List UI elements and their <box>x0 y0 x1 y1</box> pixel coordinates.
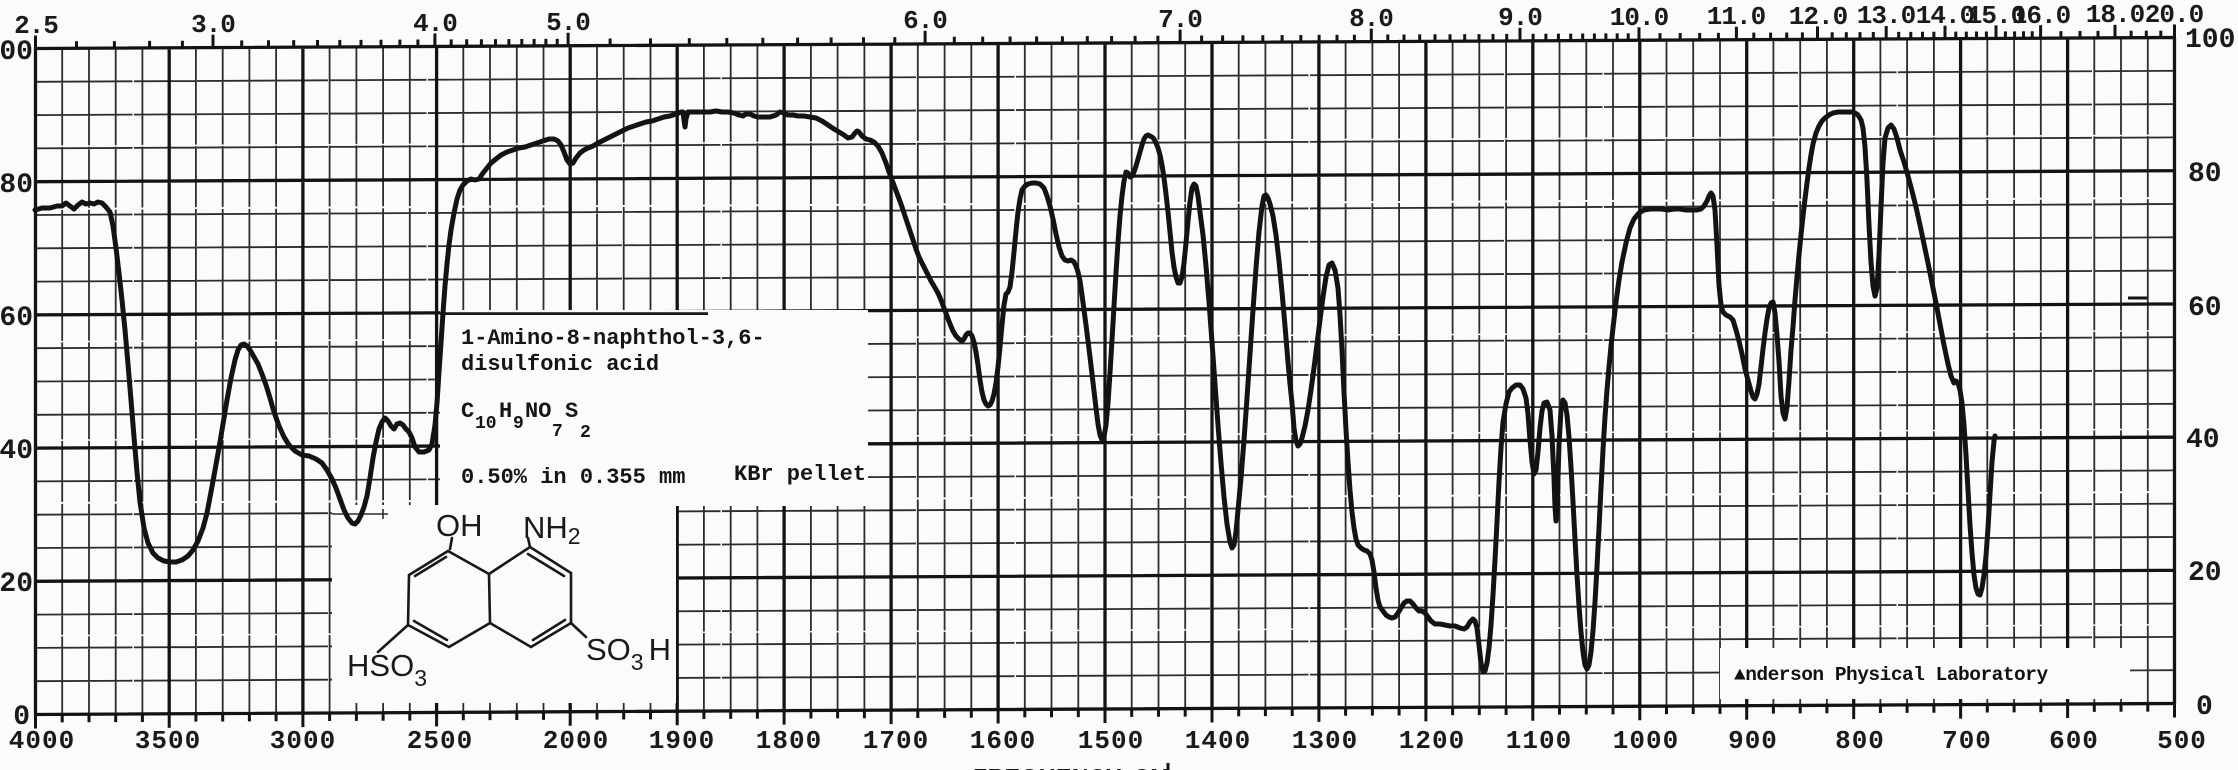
svg-text:800: 800 <box>1835 726 1885 756</box>
svg-text:60: 60 <box>0 303 33 334</box>
svg-text:8.0: 8.0 <box>1349 4 1393 34</box>
svg-text:100: 100 <box>0 37 33 68</box>
svg-text:20: 20 <box>0 569 33 600</box>
svg-text:0: 0 <box>13 702 30 733</box>
svg-text:NO: NO <box>525 399 551 424</box>
svg-text:2.5: 2.5 <box>14 11 58 41</box>
svg-text:1800: 1800 <box>756 726 822 756</box>
svg-text:0: 0 <box>2196 692 2213 723</box>
svg-text:5.0: 5.0 <box>546 8 590 38</box>
svg-text:11.0: 11.0 <box>1707 2 1766 32</box>
svg-text:10.0: 10.0 <box>1610 3 1669 33</box>
svg-text:0.50% in 0.355 mm: 0.50% in 0.355 mm <box>461 465 685 490</box>
svg-text:600: 600 <box>2049 726 2099 756</box>
svg-text:7: 7 <box>552 422 563 442</box>
svg-text:KBr pellet: KBr pellet <box>734 462 866 487</box>
svg-text:1000: 1000 <box>1613 726 1679 756</box>
svg-text:7.0: 7.0 <box>1158 5 1202 35</box>
svg-text:6.0: 6.0 <box>903 6 947 36</box>
svg-text:80: 80 <box>0 170 33 201</box>
svg-text:100: 100 <box>2185 25 2235 56</box>
svg-text:S: S <box>565 399 578 424</box>
svg-text:1900: 1900 <box>649 726 715 756</box>
svg-text:C: C <box>461 399 474 424</box>
svg-text:disulfonic acid: disulfonic acid <box>461 352 659 377</box>
svg-text:1500: 1500 <box>1078 726 1144 756</box>
svg-text:OH: OH <box>436 508 483 543</box>
svg-text:1700: 1700 <box>863 726 929 756</box>
svg-text:9: 9 <box>513 414 524 434</box>
svg-text:4.0: 4.0 <box>413 9 457 39</box>
svg-text:12.0: 12.0 <box>1789 2 1848 32</box>
svg-text:3500: 3500 <box>135 726 201 756</box>
svg-text:700: 700 <box>1942 726 1992 756</box>
svg-text:2: 2 <box>580 423 591 443</box>
svg-text:60: 60 <box>2188 293 2222 324</box>
svg-text:2500: 2500 <box>407 726 473 756</box>
svg-text:14.0: 14.0 <box>1916 1 1975 31</box>
svg-text:9.0: 9.0 <box>1498 3 1542 33</box>
svg-text:3000: 3000 <box>270 726 336 756</box>
svg-text:▲nderson Physical Laboratory: ▲nderson Physical Laboratory <box>1734 664 2048 686</box>
svg-text:40: 40 <box>2186 425 2220 456</box>
svg-text:20: 20 <box>2188 558 2222 589</box>
svg-text:16.0: 16.0 <box>2012 1 2071 31</box>
svg-text:13.0: 13.0 <box>1857 1 1916 31</box>
svg-text:1600: 1600 <box>970 726 1036 756</box>
svg-text:1400: 1400 <box>1185 726 1251 756</box>
svg-text:4000: 4000 <box>9 726 75 756</box>
svg-text:40: 40 <box>0 436 33 467</box>
svg-text:18.0: 18.0 <box>2086 0 2145 30</box>
svg-text:20.0: 20.0 <box>2145 0 2204 30</box>
svg-text:H: H <box>499 399 512 424</box>
svg-text:1-Amino-8-naphthol-3,6-: 1-Amino-8-naphthol-3,6- <box>461 326 765 351</box>
svg-text:10: 10 <box>475 414 497 434</box>
svg-text:80: 80 <box>2188 159 2222 190</box>
svg-text:2000: 2000 <box>543 726 609 756</box>
svg-text:1300: 1300 <box>1292 726 1358 756</box>
svg-text:3.0: 3.0 <box>191 10 235 40</box>
svg-text:FREQUENCY, CM: FREQUENCY, CM <box>973 764 1170 770</box>
svg-text:15.0: 15.0 <box>1967 1 2026 31</box>
svg-text:1200: 1200 <box>1399 726 1465 756</box>
svg-text:1100: 1100 <box>1506 726 1572 756</box>
svg-text:900: 900 <box>1728 726 1778 756</box>
svg-text:500: 500 <box>2157 726 2207 756</box>
